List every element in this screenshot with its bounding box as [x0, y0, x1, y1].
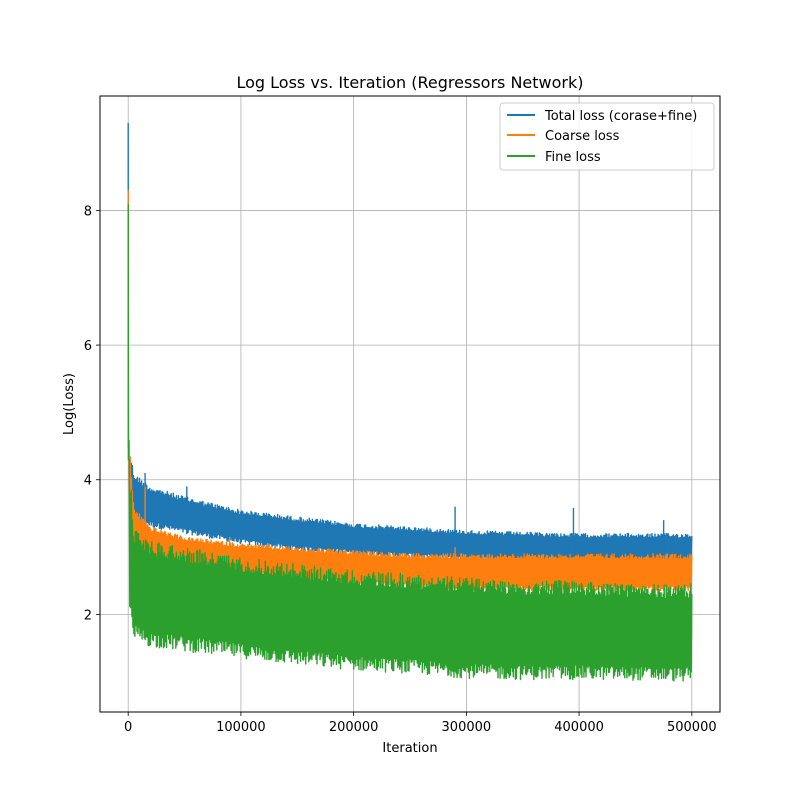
legend-label-fine: Fine loss — [545, 150, 601, 165]
x-tick-label: 200000 — [329, 720, 379, 735]
y-axis-label: Log(Loss) — [62, 373, 77, 435]
chart-title: Log Loss vs. Iteration (Regressors Netwo… — [237, 73, 584, 92]
series-line-fine — [127, 203, 693, 682]
series-line-total — [127, 122, 693, 565]
tick-layer: 0 100000 200000 300000 400000 500000 2 4 6 8 — [84, 204, 717, 735]
x-tick-label: 500000 — [667, 720, 717, 735]
x-tick-label: 100000 — [216, 720, 266, 735]
plot-frame — [99, 95, 721, 713]
legend-label-coarse: Coarse loss — [545, 129, 620, 144]
x-axis-label: Iteration — [382, 741, 437, 756]
plot-series-group — [127, 122, 693, 682]
x-tick-label: 300000 — [442, 720, 492, 735]
y-tick-label: 6 — [84, 339, 92, 354]
legend-label-total: Total loss (corase+fine) — [544, 109, 697, 124]
y-tick-label: 2 — [84, 608, 92, 623]
y-tick-label: 4 — [84, 474, 92, 489]
x-tick-label: 400000 — [554, 720, 604, 735]
x-tick-label: 0 — [124, 720, 132, 735]
legend: Total loss (corase+fine) Coarse loss Fin… — [499, 102, 715, 171]
series-fine — [127, 203, 693, 682]
y-tick-label: 8 — [84, 204, 92, 219]
legend-box — [499, 102, 715, 171]
